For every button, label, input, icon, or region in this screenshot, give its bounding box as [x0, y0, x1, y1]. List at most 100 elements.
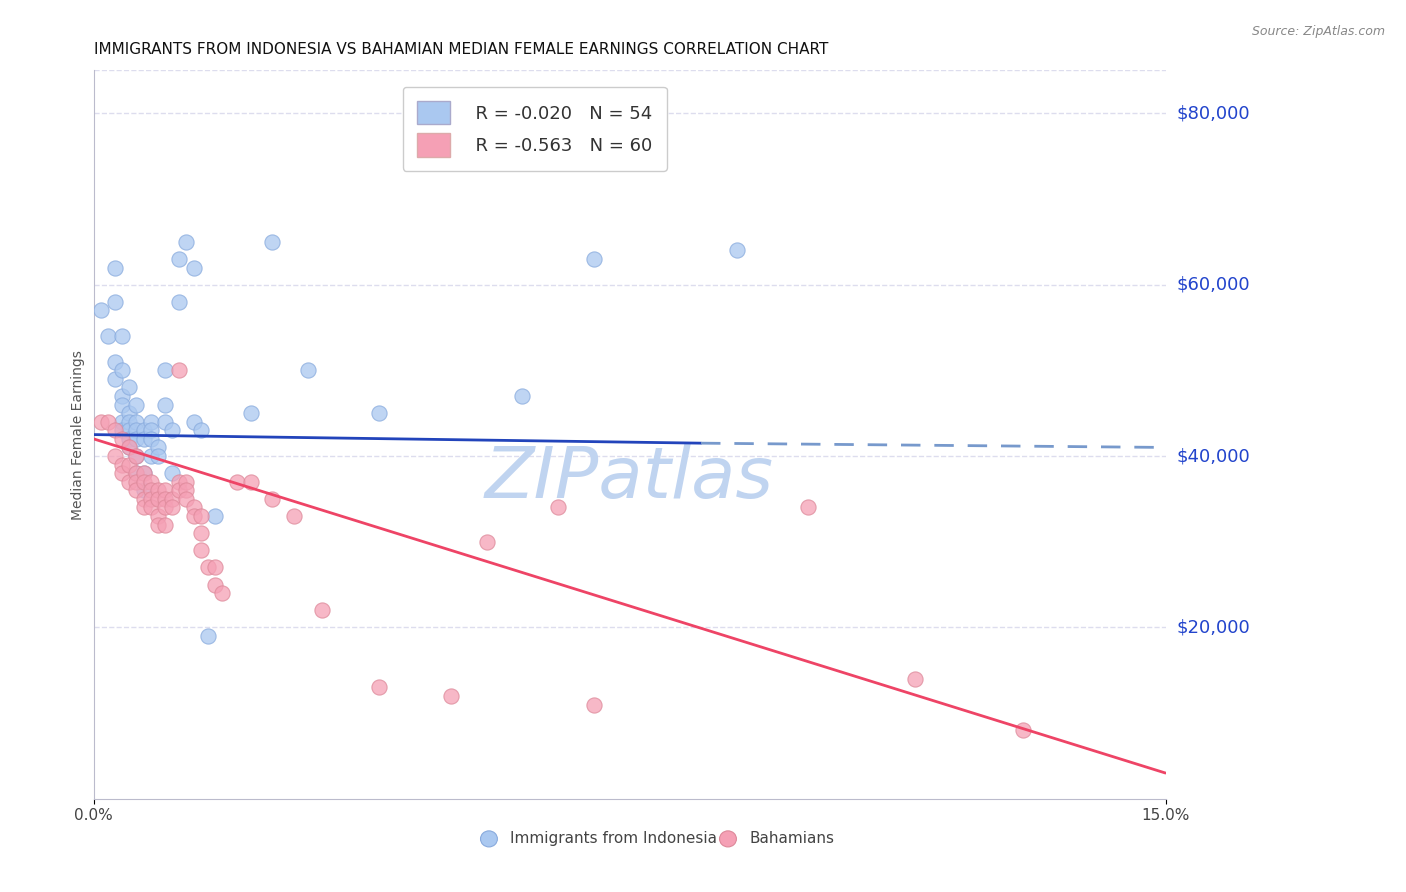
Point — [176, 491, 198, 506]
Point — [183, 415, 205, 429]
Point — [582, 698, 605, 712]
Point — [797, 500, 820, 515]
Point — [139, 491, 162, 506]
Point — [132, 432, 155, 446]
Point — [118, 458, 141, 472]
Point — [125, 415, 148, 429]
Point — [153, 483, 176, 498]
Text: $80,000: $80,000 — [1177, 104, 1250, 122]
Point — [125, 423, 148, 437]
Point — [132, 491, 155, 506]
Point — [153, 491, 176, 506]
Point — [582, 252, 605, 266]
Point — [118, 406, 141, 420]
Point — [118, 415, 141, 429]
Point — [111, 415, 134, 429]
Point — [176, 483, 198, 498]
Point — [475, 534, 498, 549]
Point — [132, 466, 155, 480]
Point — [204, 560, 226, 574]
Point — [368, 681, 391, 695]
Point — [547, 500, 569, 515]
Point — [125, 475, 148, 489]
Point — [904, 672, 927, 686]
Point — [225, 475, 247, 489]
Point — [190, 543, 212, 558]
Text: $60,000: $60,000 — [1177, 276, 1250, 293]
Text: $20,000: $20,000 — [1177, 618, 1250, 636]
Point — [125, 398, 148, 412]
Point — [97, 329, 120, 343]
Point — [169, 363, 191, 377]
Point — [160, 500, 183, 515]
Point — [139, 483, 162, 498]
Point — [111, 466, 134, 480]
Point — [160, 466, 183, 480]
Point — [132, 466, 155, 480]
Point — [146, 449, 169, 463]
Point — [169, 252, 191, 266]
Point — [125, 466, 148, 480]
Point — [125, 432, 148, 446]
Point — [111, 398, 134, 412]
Point — [125, 483, 148, 498]
Text: Source: ZipAtlas.com: Source: ZipAtlas.com — [1251, 25, 1385, 38]
Point — [118, 475, 141, 489]
Point — [118, 441, 141, 455]
Text: $40,000: $40,000 — [1177, 447, 1250, 465]
Text: Bahamians: Bahamians — [749, 831, 834, 847]
Point — [139, 432, 162, 446]
Legend:   R = -0.020   N = 54,   R = -0.563   N = 60: R = -0.020 N = 54, R = -0.563 N = 60 — [402, 87, 666, 171]
Point — [176, 235, 198, 249]
Point — [139, 500, 162, 515]
Point — [190, 423, 212, 437]
Point — [104, 260, 127, 275]
Point — [146, 483, 169, 498]
Point — [118, 441, 141, 455]
Point — [725, 244, 748, 258]
Text: Immigrants from Indonesia: Immigrants from Indonesia — [510, 831, 717, 847]
Point — [440, 689, 463, 703]
Point — [204, 508, 226, 523]
Point — [183, 500, 205, 515]
Point — [183, 260, 205, 275]
Point — [1011, 723, 1033, 738]
Point — [153, 398, 176, 412]
Point — [197, 560, 219, 574]
Point — [97, 415, 120, 429]
Point — [283, 508, 305, 523]
Text: IMMIGRANTS FROM INDONESIA VS BAHAMIAN MEDIAN FEMALE EARNINGS CORRELATION CHART: IMMIGRANTS FROM INDONESIA VS BAHAMIAN ME… — [94, 42, 828, 57]
Point — [297, 363, 319, 377]
Text: ZIPatlas: ZIPatlas — [485, 444, 775, 513]
Point — [146, 441, 169, 455]
Point — [512, 389, 534, 403]
Point — [160, 491, 183, 506]
Point — [211, 586, 233, 600]
Point — [160, 423, 183, 437]
Point — [190, 526, 212, 541]
Point — [118, 380, 141, 394]
Point — [204, 577, 226, 591]
Point — [311, 603, 333, 617]
Point — [111, 458, 134, 472]
Point — [125, 466, 148, 480]
Point — [169, 483, 191, 498]
Point — [139, 415, 162, 429]
Point — [111, 432, 134, 446]
Point — [90, 415, 112, 429]
Point — [169, 475, 191, 489]
Point — [118, 423, 141, 437]
Point — [176, 475, 198, 489]
Point — [239, 475, 262, 489]
Point — [104, 355, 127, 369]
Point — [190, 508, 212, 523]
Point — [153, 500, 176, 515]
Point — [125, 449, 148, 463]
Point — [146, 508, 169, 523]
Point — [111, 329, 134, 343]
Point — [153, 517, 176, 532]
Point — [90, 303, 112, 318]
Point — [239, 406, 262, 420]
Point — [368, 406, 391, 420]
Point — [132, 500, 155, 515]
